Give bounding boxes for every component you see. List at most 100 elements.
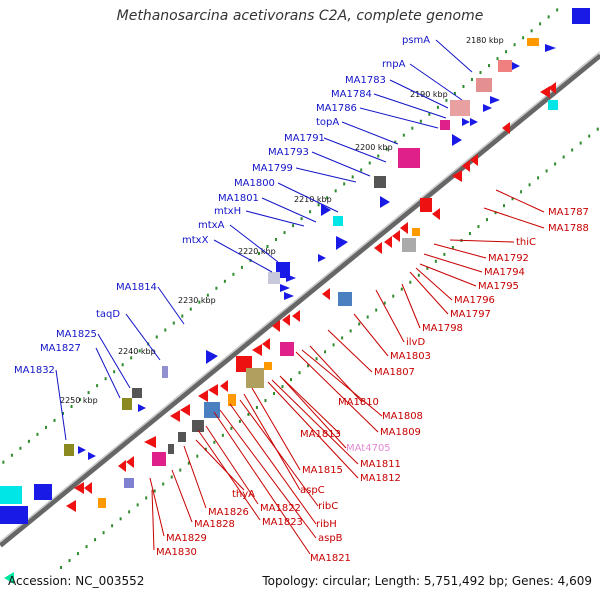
gene-label[interactable]: MA1812 (360, 473, 401, 484)
gene-arrow-forward (138, 404, 146, 412)
tick-dot (181, 314, 184, 318)
gene-label[interactable]: MA1832 (14, 365, 55, 376)
tick-dot (62, 411, 65, 415)
tick-dot (562, 155, 565, 159)
gene-label[interactable]: thyA (232, 489, 255, 500)
tick-dot (153, 489, 156, 493)
gene-block-reverse (246, 368, 264, 388)
gene-label[interactable]: MA1794 (484, 267, 525, 278)
gene-arrow-forward (78, 446, 86, 454)
gene-label[interactable]: MA1796 (454, 295, 495, 306)
gene-label[interactable]: MA1783 (345, 75, 386, 86)
tick-dots-inner (59, 127, 599, 570)
tick-dot (119, 517, 122, 521)
gene-label[interactable]: MA1813 (300, 429, 341, 440)
gene-label[interactable]: MA1815 (302, 465, 343, 476)
tick-dot (332, 343, 335, 347)
gene-block-forward (476, 78, 492, 92)
tick-dot (272, 392, 275, 396)
gene-label[interactable]: MA1821 (310, 553, 351, 564)
kbp-label-2230: 2230 kbp (178, 296, 216, 305)
gene-arrow-reverse (4, 572, 14, 584)
gene-label[interactable]: mtxX (182, 235, 209, 246)
tick-dot (87, 391, 90, 395)
gene-block-reverse (204, 402, 220, 418)
tick-dot (104, 377, 107, 381)
gene-label[interactable]: MA1787 (548, 207, 589, 218)
gene-label[interactable]: MAt4705 (346, 443, 391, 454)
gene-label[interactable]: mtxA (198, 220, 225, 231)
gene-label[interactable]: MA1829 (166, 533, 207, 544)
tick-dot (505, 50, 508, 54)
tick-dot (281, 385, 284, 389)
gene-label[interactable]: MA1826 (208, 507, 249, 518)
gene-label[interactable]: rnpA (382, 59, 406, 70)
gene-label[interactable]: mtxH (214, 206, 241, 217)
gene-label[interactable]: aspB (318, 533, 343, 544)
tick-dot (283, 231, 286, 235)
gene-arrow-reverse (272, 320, 280, 332)
tick-dot (77, 552, 80, 556)
gene-label[interactable]: MA1810 (338, 397, 379, 408)
tick-dot (334, 189, 337, 193)
tick-dot (537, 176, 540, 180)
tick-dot (27, 439, 30, 443)
gene-label[interactable]: psmA (402, 35, 430, 46)
gene-label[interactable]: ilvD (406, 337, 425, 348)
tick-dot (522, 36, 525, 40)
gene-label[interactable]: MA1811 (360, 459, 401, 470)
gene-label[interactable]: topA (316, 117, 339, 128)
tick-dot (240, 265, 243, 269)
gene-label[interactable]: MA1814 (116, 282, 157, 293)
gene-label[interactable]: MA1830 (156, 547, 197, 558)
gene-label[interactable]: MA1828 (194, 519, 235, 530)
gene-block-reverse (124, 478, 134, 488)
tick-dot (479, 71, 482, 75)
gene-label[interactable]: MA1801 (218, 193, 259, 204)
gene-label[interactable]: MA1800 (234, 178, 275, 189)
tick-dot (503, 204, 506, 208)
gene-label[interactable]: MA1798 (422, 323, 463, 334)
gene-label[interactable]: MA1823 (262, 517, 303, 528)
gene-label[interactable]: thiC (516, 237, 536, 248)
gene-arrow-reverse (540, 86, 550, 98)
tick-dot (292, 224, 295, 228)
gene-arrow-forward (470, 118, 478, 126)
tick-dot (255, 405, 258, 409)
gene-label[interactable]: MA1797 (450, 309, 491, 320)
gene-label[interactable]: MA1803 (390, 351, 431, 362)
gene-block-reverse (412, 228, 420, 236)
gene-label[interactable]: MA1786 (316, 103, 357, 114)
tick-dot (436, 105, 439, 109)
gene-label[interactable]: ribH (316, 519, 337, 530)
tick-dot (179, 468, 182, 472)
gene-label[interactable]: MA1795 (478, 281, 519, 292)
tick-dot (266, 244, 269, 248)
genome-backbone-highlight (0, 51, 600, 543)
gene-label[interactable]: MA1792 (488, 253, 529, 264)
gene-block-forward (398, 148, 420, 168)
gene-arrow-reverse (392, 230, 400, 242)
tick-dot (230, 426, 233, 430)
gene-label[interactable]: MA1799 (252, 163, 293, 174)
gene-label[interactable]: aspC (300, 485, 325, 496)
gene-label[interactable]: MA1825 (56, 329, 97, 340)
gene-arrow-reverse (374, 242, 382, 254)
gene-label[interactable]: MA1827 (40, 343, 81, 354)
gene-label[interactable]: MA1784 (331, 89, 372, 100)
gene-arrow-reverse (502, 122, 510, 134)
gene-label[interactable]: MA1808 (382, 411, 423, 422)
tick-dot (221, 433, 224, 437)
tick-dot (377, 154, 380, 158)
tick-dot (94, 538, 97, 542)
gene-label[interactable]: taqD (96, 309, 120, 320)
gene-label[interactable]: ribC (318, 501, 338, 512)
gene-label[interactable]: MA1791 (284, 133, 325, 144)
tick-dot (402, 133, 405, 137)
gene-arrow-forward (286, 274, 296, 282)
gene-label[interactable]: MA1788 (548, 223, 589, 234)
gene-label[interactable]: MA1807 (374, 367, 415, 378)
gene-label[interactable]: MA1793 (268, 147, 309, 158)
gene-label[interactable]: MA1822 (260, 503, 301, 514)
gene-label[interactable]: MA1809 (380, 427, 421, 438)
